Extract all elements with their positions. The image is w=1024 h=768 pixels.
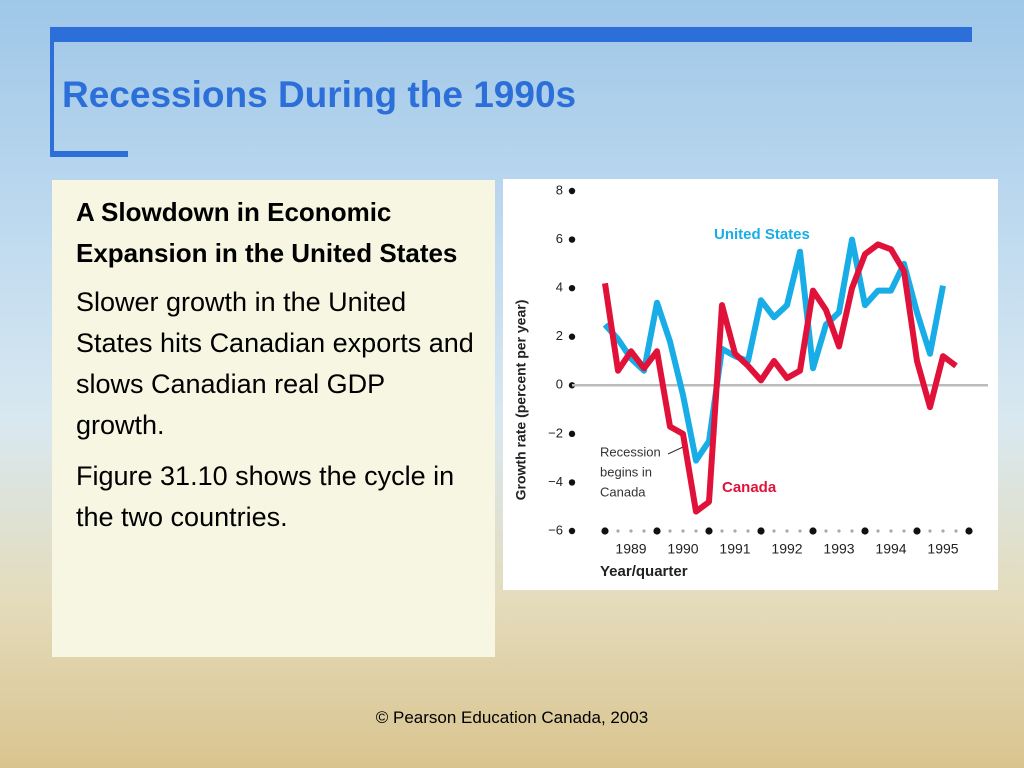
quarter-dot	[668, 529, 672, 533]
quarter-dot	[720, 529, 724, 533]
x-axis-label: Year/quarter	[600, 563, 688, 580]
x-tick-label: 1994	[875, 541, 906, 557]
y-tick-label: 0	[556, 377, 563, 392]
year-dot	[965, 527, 973, 535]
y-axis-label: Growth rate (percent per year)	[513, 300, 529, 501]
x-tick-label: 1995	[927, 541, 958, 557]
text-paragraph: Figure 31.10 shows the cycle in the two …	[76, 461, 455, 532]
year-dot	[861, 527, 869, 535]
quarter-dot	[837, 529, 841, 533]
year-dot	[601, 527, 609, 535]
year-dot	[653, 527, 661, 535]
y-tick-label: 6	[556, 231, 563, 246]
y-tick-dot	[568, 479, 576, 486]
text-paragraph: Slower growth in the United States hits …	[76, 287, 474, 440]
year-dot	[913, 527, 921, 535]
quarter-dot	[889, 529, 893, 533]
frame-left-bar	[50, 27, 54, 157]
year-dot	[757, 527, 765, 535]
quarter-dot	[902, 529, 906, 533]
annotation-text: Recession	[600, 444, 661, 459]
quarter-dot	[876, 529, 880, 533]
annotation-text: Canada	[600, 484, 646, 499]
y-tick-dot	[568, 527, 576, 535]
text-heading: A Slowdown in Economic Expansion in the …	[76, 197, 458, 268]
y-tick-label: −2	[548, 425, 563, 440]
y-tick-label: 2	[556, 328, 563, 343]
x-tick-label: 1989	[615, 541, 646, 557]
y-tick-label: −4	[548, 474, 563, 489]
y-tick-dot	[568, 236, 576, 243]
quarter-dot	[850, 529, 854, 533]
quarter-dot	[798, 529, 802, 533]
quarter-dot	[681, 529, 685, 533]
quarter-dot	[824, 529, 828, 533]
quarter-dot	[785, 529, 789, 533]
quarter-dot	[928, 529, 932, 533]
year-dot	[705, 527, 713, 535]
quarter-dot	[694, 529, 698, 533]
quarter-dot	[616, 529, 620, 533]
y-tick-dot	[568, 430, 576, 438]
quarter-dot	[733, 529, 737, 533]
quarter-dot	[772, 529, 776, 533]
quarter-dot	[629, 529, 633, 533]
x-tick-label: 1991	[719, 541, 750, 557]
quarter-dot	[954, 529, 958, 533]
series-line	[602, 236, 946, 464]
year-dot	[809, 527, 817, 535]
chart-box: Growth rate (percent per year) Year/quar…	[503, 179, 998, 590]
frame-bottom-bar	[50, 151, 128, 157]
y-tick-label: 4	[556, 280, 563, 295]
y-tick-dot	[568, 187, 576, 195]
series-line	[602, 241, 958, 515]
frame-top-bar	[50, 27, 972, 42]
y-tick-label: −6	[548, 522, 563, 537]
y-tick-label: 8	[556, 182, 563, 197]
x-tick-label: 1990	[667, 541, 698, 557]
x-tick-label: 1993	[823, 541, 854, 557]
x-tick-label: 1992	[771, 541, 802, 557]
series-label: United States	[714, 226, 810, 243]
quarter-dot	[941, 529, 945, 533]
text-box: A Slowdown in Economic Expansion in the …	[52, 180, 495, 657]
series-label: Canada	[722, 479, 777, 496]
quarter-dot	[746, 529, 750, 533]
footer: © Pearson Education Canada, 2003	[375, 708, 649, 727]
chart: Growth rate (percent per year) Year/quar…	[513, 182, 988, 580]
quarter-dot	[642, 529, 646, 533]
slide-title: Recessions During the 1990s	[62, 74, 577, 115]
annotation-pointer	[667, 446, 684, 455]
y-tick-dot	[568, 333, 576, 340]
annotation-text: begins in	[600, 464, 652, 479]
y-tick-dot	[568, 284, 576, 292]
